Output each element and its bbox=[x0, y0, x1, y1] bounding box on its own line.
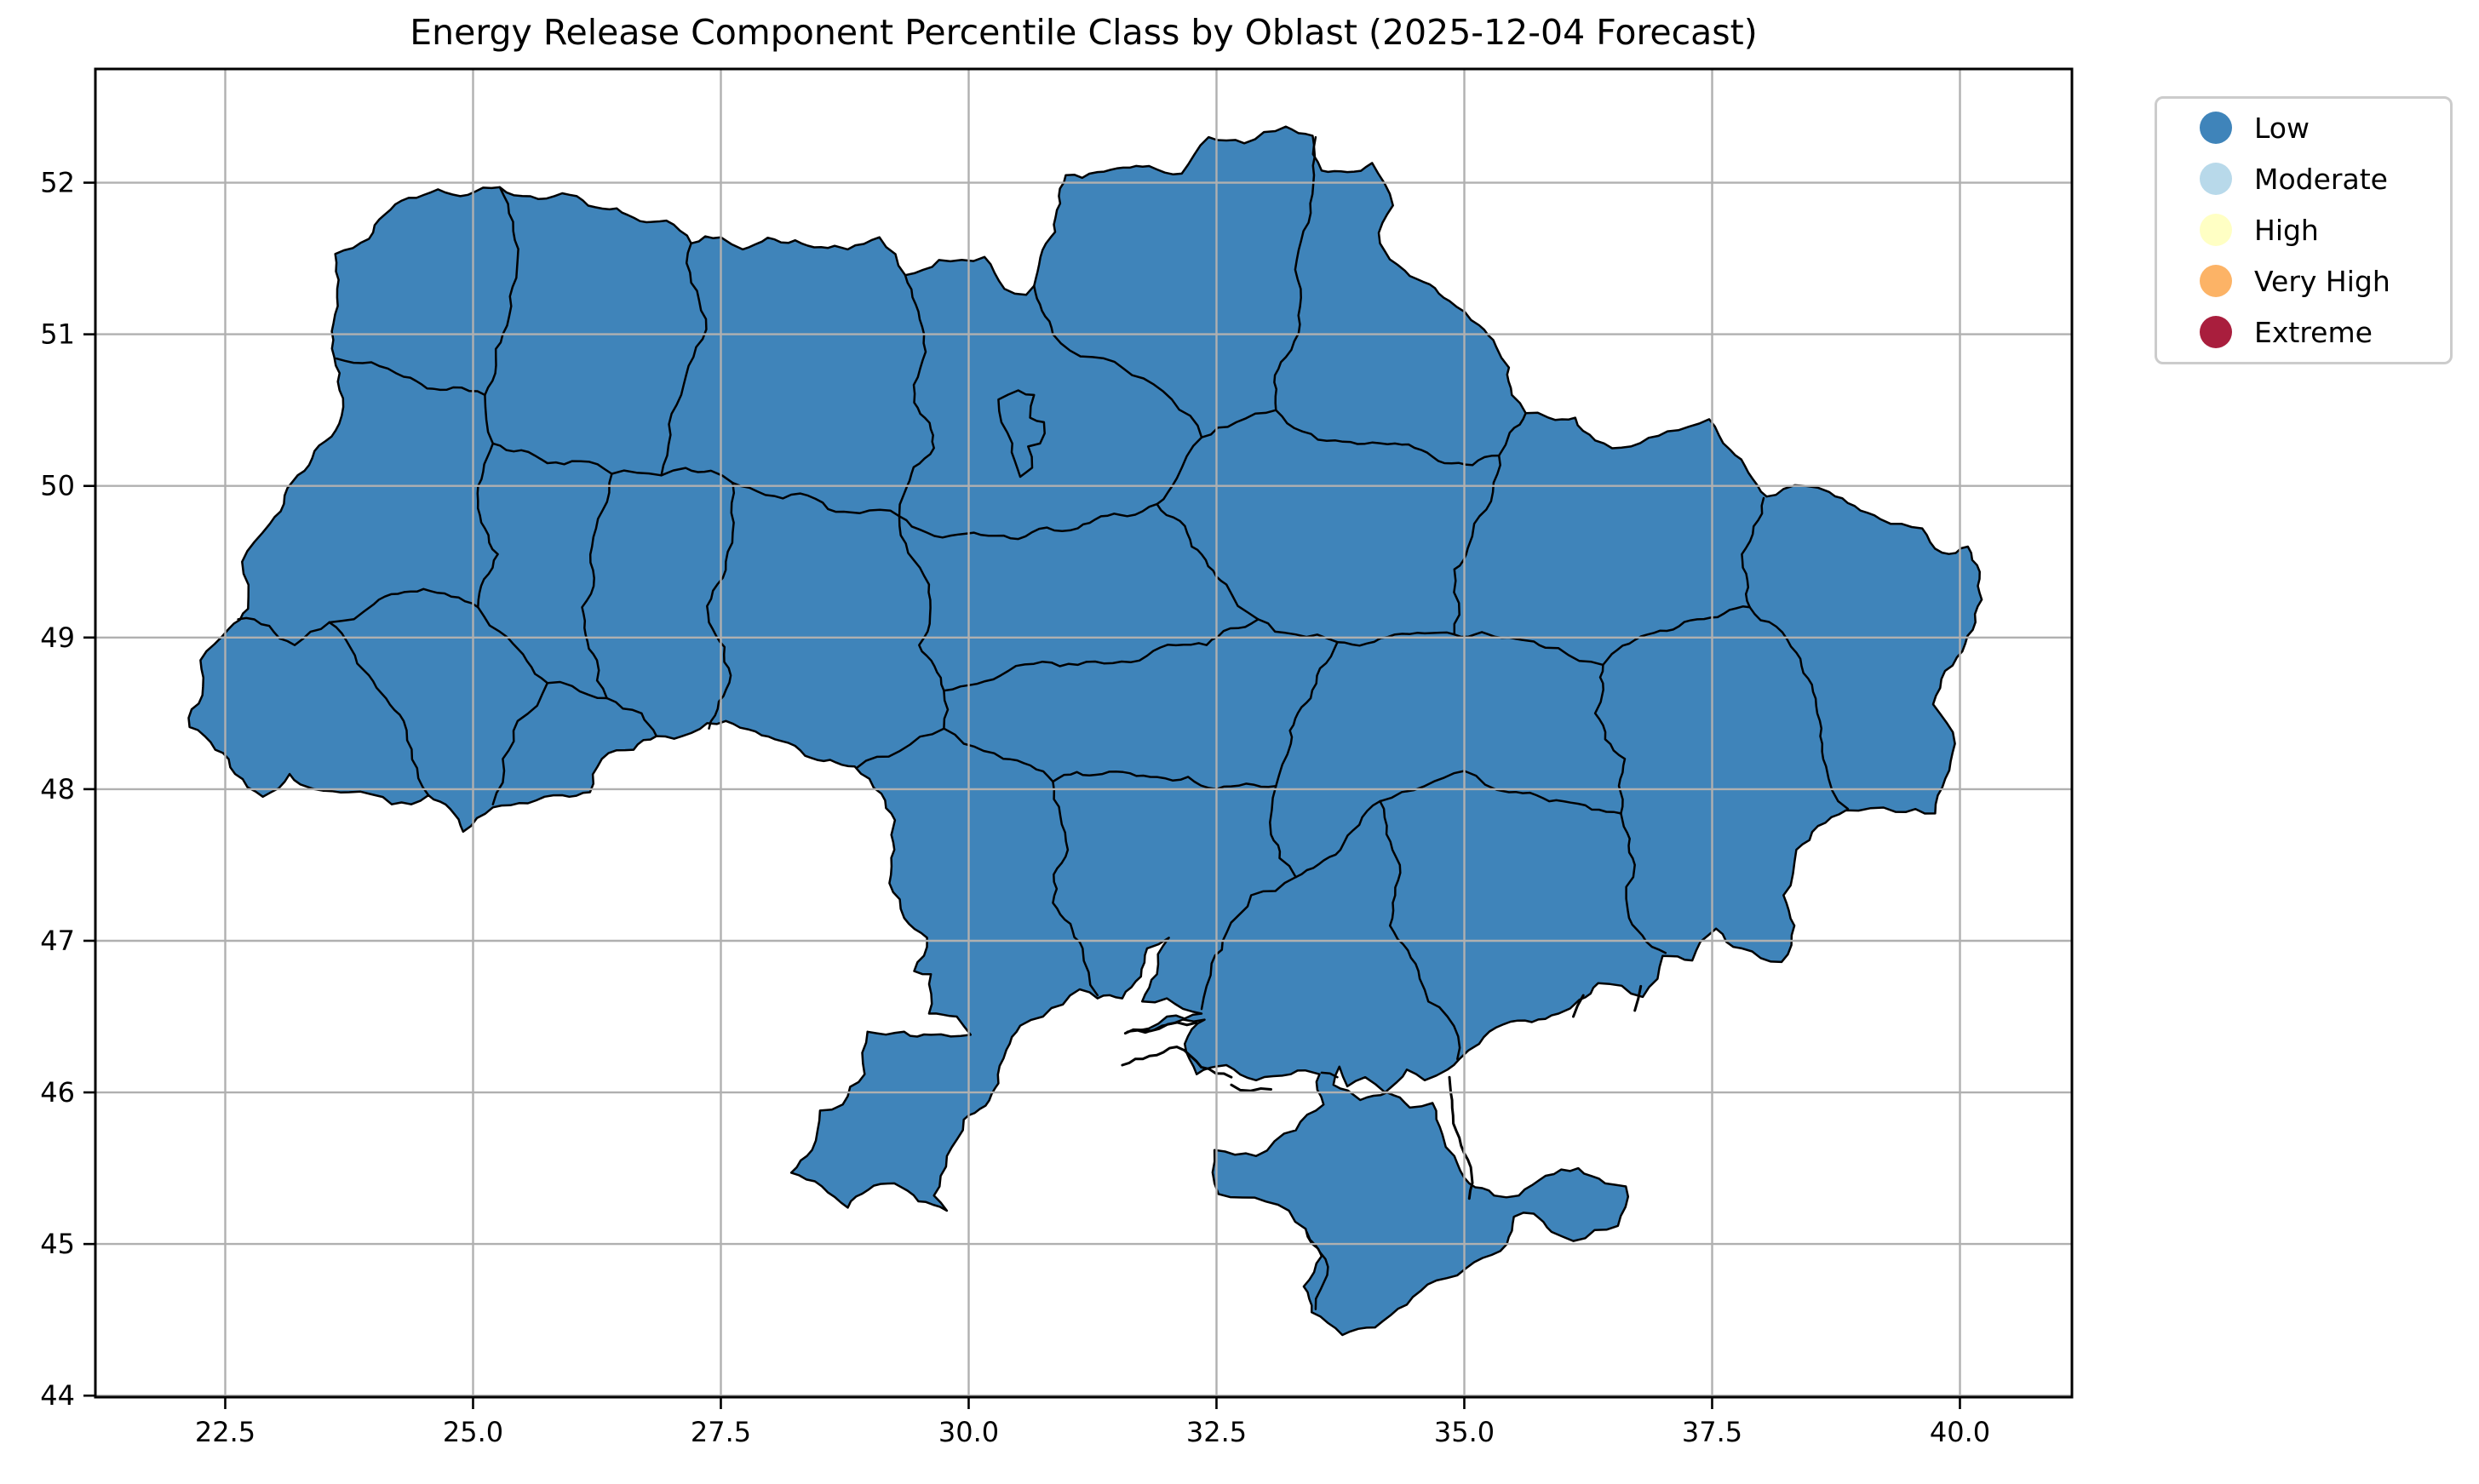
oblast-border bbox=[660, 467, 734, 484]
oblast-border bbox=[335, 357, 486, 397]
oblast-border bbox=[898, 273, 935, 518]
legend-item: Very High bbox=[2200, 255, 2450, 307]
legend-item-label: Extreme bbox=[2254, 315, 2373, 349]
oblast-border bbox=[1269, 785, 1297, 879]
oblast-border bbox=[706, 481, 736, 730]
oblast-border bbox=[1052, 770, 1277, 791]
oblast-border bbox=[1294, 799, 1381, 879]
oblast-border bbox=[1593, 663, 1627, 815]
oblast-border bbox=[328, 587, 479, 624]
y-tick-label: 49 bbox=[40, 622, 75, 654]
oblast-border bbox=[660, 242, 708, 477]
coastal-spit bbox=[1121, 1046, 1233, 1079]
oblast-border bbox=[1453, 631, 1604, 667]
oblast-border bbox=[484, 186, 519, 397]
oblast-border bbox=[491, 681, 549, 805]
y-tick-label: 47 bbox=[40, 925, 75, 957]
legend-marker-icon bbox=[2200, 112, 2232, 144]
oblast-border bbox=[1033, 284, 1203, 438]
oblast-border bbox=[1620, 812, 1667, 954]
y-tick-label: 46 bbox=[40, 1076, 75, 1109]
oblast-border bbox=[1379, 770, 1622, 815]
legend-marker-icon bbox=[2200, 163, 2232, 195]
y-tick-label: 45 bbox=[40, 1228, 75, 1260]
oblast-border bbox=[1336, 631, 1456, 647]
x-tick-label: 30.0 bbox=[938, 1416, 999, 1448]
y-tick-label: 44 bbox=[40, 1379, 75, 1412]
oblast-border bbox=[1275, 640, 1339, 788]
x-tick-label: 35.0 bbox=[1434, 1416, 1495, 1448]
y-tick-label: 52 bbox=[40, 167, 75, 199]
coastal-spit bbox=[1633, 984, 1643, 1012]
legend-item: High bbox=[2200, 204, 2450, 255]
y-tick-label: 48 bbox=[40, 773, 75, 805]
x-tick-label: 22.5 bbox=[195, 1416, 255, 1448]
legend-marker-icon bbox=[2200, 214, 2232, 246]
oblast-border bbox=[1156, 436, 1203, 506]
x-tick-label: 40.0 bbox=[1930, 1416, 1990, 1448]
oblast-border bbox=[1052, 780, 1099, 997]
oblast-border bbox=[943, 618, 1260, 692]
oblast-border bbox=[477, 605, 549, 685]
x-tick-label: 37.5 bbox=[1682, 1416, 1742, 1448]
oblast-border bbox=[732, 481, 901, 518]
oblast-border bbox=[1275, 409, 1501, 467]
oblast-border bbox=[546, 680, 608, 700]
oblast-border bbox=[1497, 411, 1527, 457]
oblast-border bbox=[491, 442, 663, 477]
legend-item-label: Low bbox=[2254, 111, 2310, 145]
x-tick-label: 32.5 bbox=[1186, 1416, 1247, 1448]
coastal-spit bbox=[1123, 1021, 1198, 1035]
oblast-border bbox=[943, 727, 1054, 783]
kyiv-city-boundary bbox=[997, 389, 1046, 478]
ukraine-outline bbox=[187, 125, 1983, 1337]
oblast-border bbox=[1200, 875, 1297, 1011]
oblast-border bbox=[1741, 496, 1765, 609]
legend-item: Moderate bbox=[2200, 153, 2450, 204]
oblast-border bbox=[898, 502, 1158, 541]
oblast-border bbox=[484, 393, 495, 445]
oblast-border bbox=[328, 621, 430, 797]
plot-border bbox=[94, 67, 2074, 1399]
coastal-spit bbox=[1572, 994, 1585, 1018]
legend-marker-icon bbox=[2200, 316, 2232, 348]
legend: Low Moderate High Very High Extreme bbox=[2155, 96, 2453, 364]
x-tick-label: 25.0 bbox=[443, 1416, 503, 1448]
legend-item: Low bbox=[2200, 102, 2450, 153]
oblast-border bbox=[1156, 502, 1260, 621]
legend-marker-icon bbox=[2200, 265, 2232, 297]
legend-item: Extreme bbox=[2200, 307, 2450, 358]
oblast-border bbox=[1200, 409, 1277, 438]
oblast-border bbox=[1320, 1071, 1339, 1079]
legend-item-label: Moderate bbox=[2254, 162, 2388, 196]
y-tick-label: 51 bbox=[40, 318, 75, 351]
coastal-spit bbox=[1448, 1075, 1474, 1200]
oblast-border bbox=[605, 696, 658, 737]
oblast-border bbox=[476, 442, 499, 609]
legend-item-label: High bbox=[2254, 213, 2319, 247]
oblast-border bbox=[1379, 799, 1461, 1061]
oblast-border bbox=[1273, 135, 1317, 411]
x-tick-label: 27.5 bbox=[691, 1416, 751, 1448]
oblast-border bbox=[898, 515, 945, 692]
oblast-border bbox=[1602, 605, 1751, 667]
oblast-border bbox=[1748, 605, 1850, 811]
chart-title: Energy Release Component Percentile Clas… bbox=[410, 12, 1758, 53]
coastal-spit bbox=[1230, 1083, 1272, 1092]
oblast-border bbox=[855, 689, 950, 770]
legend-item-label: Very High bbox=[2254, 264, 2390, 298]
y-tick-label: 50 bbox=[40, 470, 75, 502]
oblast-border bbox=[581, 473, 613, 700]
